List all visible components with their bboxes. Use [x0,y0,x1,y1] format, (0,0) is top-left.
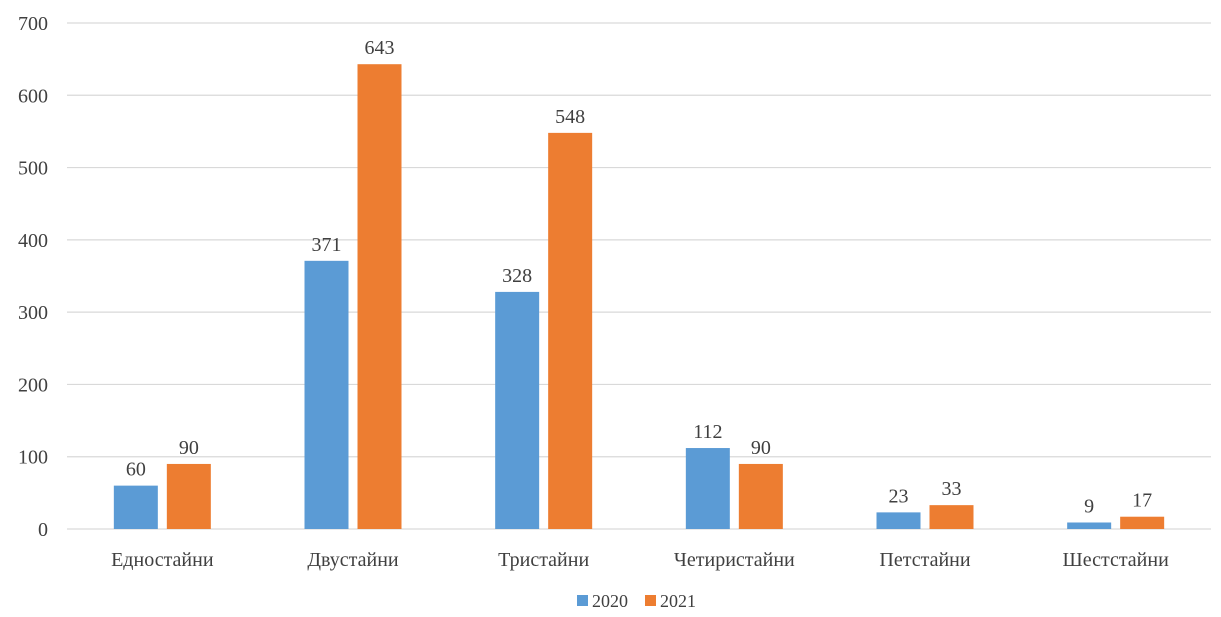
data-label: 33 [942,478,962,500]
bars [113,64,1165,530]
y-tick-label: 300 [18,302,48,324]
y-tick-label: 600 [18,85,48,107]
bar-2021-1 [357,64,402,530]
legend: 2020 2021 [577,591,696,611]
y-tick-label: 500 [18,158,48,180]
legend-label: 2021 [660,591,696,611]
data-label: 112 [693,421,722,443]
bar-2020-1 [304,260,349,529]
bar-2021-2 [548,132,593,530]
data-label: 90 [179,437,199,459]
category-label: Четиристайни [674,549,795,571]
data-label: 90 [751,437,771,459]
x-axis-category-labels: Едностайни Двустайни Тристайни Четиристайни… [111,549,1169,571]
bar-2021-4 [929,505,974,529]
category-label: Петстайни [879,549,970,571]
data-label: 23 [889,485,909,507]
y-axis-tick-labels: 0 100 200 300 400 500 600 700 [18,13,48,541]
bar-2020-0 [113,485,158,529]
data-label: 371 [312,234,342,256]
legend-swatch [577,595,588,606]
gridlines [67,22,1211,530]
data-label: 60 [126,459,146,481]
y-tick-label: 100 [18,447,48,469]
data-labels: 60 90 371 643 328 548 112 90 23 33 9 17 [126,37,1152,517]
category-label: Шестстайни [1063,549,1170,571]
bar-2021-5 [1120,516,1165,529]
category-label: Тристайни [498,549,589,571]
bar-2020-5 [1067,522,1112,529]
data-label: 643 [365,37,395,59]
bar-2020-2 [495,291,540,529]
legend-item-2020: 2020 [577,591,628,611]
bar-2020-3 [685,448,730,529]
bar-2020-4 [876,512,921,529]
data-label: 17 [1132,490,1152,512]
legend-swatch [645,595,656,606]
data-label: 9 [1084,495,1094,517]
legend-item-2021: 2021 [645,591,696,611]
category-label: Едностайни [111,549,214,571]
y-tick-label: 400 [18,230,48,252]
category-label: Двустайни [307,549,399,571]
data-label: 328 [502,265,532,287]
data-label: 548 [555,106,585,128]
bar-2021-3 [738,463,783,529]
y-tick-label: 700 [18,13,48,35]
legend-label: 2020 [592,591,628,611]
bar-2021-0 [166,463,211,529]
y-tick-label: 200 [18,374,48,396]
y-tick-label: 0 [38,519,48,541]
